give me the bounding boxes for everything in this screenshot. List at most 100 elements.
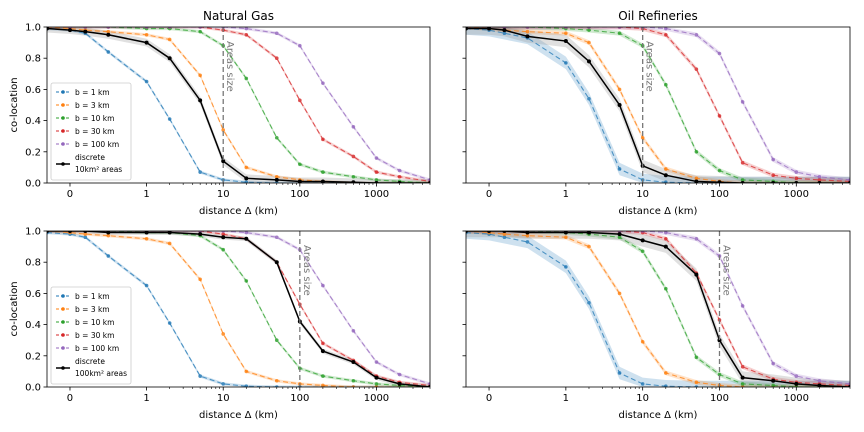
data-point — [617, 371, 622, 375]
data-point — [694, 150, 699, 154]
panel-title: Natural Gas — [203, 9, 274, 23]
data-point — [525, 233, 530, 238]
x-tick-label: 1 — [563, 393, 569, 404]
data-point — [564, 61, 568, 65]
data-point — [428, 178, 430, 182]
data-point — [274, 174, 279, 179]
data-point — [564, 265, 568, 269]
data-point — [502, 235, 507, 240]
y-tick-label: 0.0 — [25, 179, 41, 190]
legend-marker — [61, 90, 65, 94]
data-point — [587, 40, 591, 45]
data-point — [167, 231, 172, 235]
data-point — [794, 176, 799, 181]
y-tick-label: 0.2 — [25, 147, 41, 158]
data-point — [198, 374, 202, 378]
areas-size-label: Areas size — [720, 245, 731, 296]
data-point — [221, 159, 226, 164]
areas-size-label: Areas size — [301, 245, 312, 296]
data-point — [848, 178, 850, 182]
data-point — [563, 39, 568, 44]
data-point — [144, 27, 149, 29]
confidence-band — [466, 27, 850, 183]
series-0 — [466, 27, 850, 183]
data-point — [617, 232, 622, 237]
data-point — [106, 27, 111, 29]
data-point — [397, 181, 402, 183]
data-point — [640, 382, 645, 386]
data-point — [694, 380, 699, 385]
confidence-band — [466, 231, 850, 387]
data-point — [351, 360, 356, 365]
data-point — [244, 231, 249, 235]
data-point — [320, 349, 325, 354]
data-point — [167, 241, 172, 246]
legend-marker — [61, 307, 65, 311]
data-point — [274, 385, 279, 387]
legend-label: 100km² areas — [75, 369, 127, 378]
series-line — [466, 232, 850, 387]
x-tick-label: 1000 — [364, 393, 389, 404]
legend-label: b = 1 km — [75, 292, 110, 301]
series-line — [47, 231, 430, 387]
data-point — [397, 174, 402, 179]
data-point — [617, 31, 622, 36]
data-point — [817, 181, 822, 183]
data-point — [297, 179, 302, 183]
data-point — [221, 332, 226, 336]
data-point — [144, 237, 149, 241]
legend-marker — [61, 103, 65, 107]
data-point — [83, 27, 88, 29]
data-point — [694, 33, 699, 37]
series-line — [47, 28, 430, 183]
data-point — [244, 176, 249, 181]
data-point — [83, 232, 88, 236]
series-line — [466, 27, 850, 183]
data-point — [717, 51, 722, 56]
data-point — [221, 232, 226, 236]
series-line — [47, 27, 430, 182]
data-point — [298, 43, 302, 48]
data-point — [321, 374, 325, 378]
data-point — [771, 173, 775, 177]
data-point — [351, 154, 356, 159]
data-point — [663, 173, 668, 178]
legend-box — [50, 82, 132, 181]
data-point — [740, 160, 745, 165]
data-point — [694, 272, 699, 277]
data-point — [397, 372, 402, 377]
data-point — [221, 247, 226, 252]
data-point — [740, 181, 745, 183]
legend-marker — [61, 129, 65, 133]
data-point — [525, 29, 530, 34]
x-tick-label: 100 — [710, 189, 729, 200]
data-point — [664, 237, 668, 241]
plot-area — [47, 231, 430, 387]
x-tick-label: 1 — [563, 189, 569, 200]
data-point — [83, 235, 88, 240]
x-tick-label: 1000 — [364, 189, 389, 200]
legend-marker — [61, 320, 65, 324]
data-point — [694, 385, 699, 387]
data-point — [167, 27, 172, 29]
series-1 — [47, 231, 430, 387]
data-point — [320, 179, 325, 183]
x-tick-label: 0 — [486, 393, 492, 404]
data-point — [67, 231, 72, 233]
data-point — [664, 384, 668, 387]
data-point — [694, 67, 699, 71]
data-point — [771, 181, 776, 183]
series-line — [466, 27, 850, 183]
legend-label: discrete — [75, 153, 105, 162]
series-line — [47, 27, 430, 183]
data-point — [47, 231, 49, 233]
data-point — [848, 382, 850, 386]
data-point — [794, 170, 799, 174]
data-point — [563, 231, 568, 235]
data-point — [198, 98, 203, 103]
x-axis-label: distance Δ (km) — [199, 410, 278, 421]
series-line — [466, 231, 850, 387]
y-tick-label: 0.8 — [25, 258, 41, 269]
x-tick-label: 10 — [217, 189, 230, 200]
data-point — [564, 31, 568, 36]
